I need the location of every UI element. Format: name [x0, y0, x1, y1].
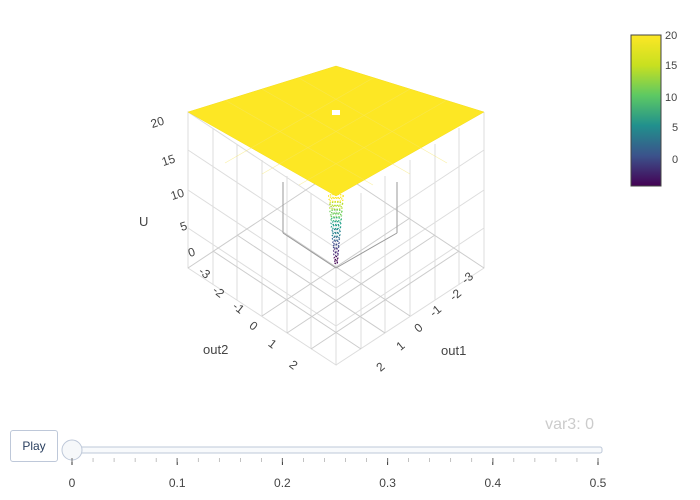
y-axis-label: out2	[203, 342, 228, 357]
slider-handle[interactable]	[61, 439, 83, 461]
play-button[interactable]: Play	[10, 430, 58, 462]
well-contour	[331, 228, 341, 234]
z-axis-ticks: 20 15 10 5 0	[149, 113, 197, 259]
frame-slider[interactable]: var3: 0 0 0.1 0.2 0.3 0.4 0.5	[61, 416, 607, 490]
y-tick: -1	[230, 299, 247, 317]
slider-tick-label: 0	[69, 476, 76, 490]
colorbar-tick: 5	[672, 122, 678, 134]
colorbar-tick: 20	[665, 30, 677, 42]
y-tick: 1	[266, 336, 280, 351]
well-contour	[329, 209, 343, 214]
colorbar-tick: 10	[665, 92, 677, 104]
colorbar-tick: 15	[665, 60, 677, 72]
surface-well	[327, 193, 345, 265]
slider-tick-label: 0.2	[274, 476, 291, 490]
slider-tick-label: 0.3	[379, 476, 396, 490]
surface-plateau	[187, 65, 485, 197]
x-axis-ticks: -3 -2 -1 0 1 2	[373, 269, 476, 375]
z-tick: 10	[169, 185, 186, 203]
x-tick: 1	[393, 338, 407, 353]
well-contour	[329, 213, 343, 218]
surface-hole	[332, 110, 340, 115]
colorbar: 20 15 10 5 0	[630, 30, 678, 187]
colorbar-gradient	[630, 34, 662, 187]
well-contour	[330, 217, 342, 222]
z-axis-label: U	[139, 214, 148, 229]
z-tick: 15	[160, 151, 177, 169]
colorbar-tick: 0	[672, 154, 678, 166]
well-contour	[332, 248, 340, 253]
x-tick: 2	[373, 359, 387, 374]
slider-ticks: 0 0.1 0.2 0.3 0.4 0.5	[69, 458, 607, 490]
axis-lines	[282, 182, 398, 269]
well-contour	[330, 224, 342, 230]
well-contour	[328, 197, 344, 203]
x-axis-label: out1	[441, 343, 466, 358]
well-contour	[330, 220, 342, 226]
well-contour	[328, 205, 344, 210]
well-contour	[332, 240, 340, 245]
z-tick: 0	[186, 244, 197, 259]
z-tick: 5	[178, 218, 189, 233]
slider-current-label: var3: 0	[545, 416, 594, 433]
grid-floor	[187, 169, 485, 350]
z-tick: 20	[149, 113, 166, 131]
slider-tick-label: 0.4	[484, 476, 501, 490]
y-tick: -3	[196, 264, 213, 282]
well-contour	[333, 259, 339, 265]
y-tick: -2	[210, 283, 227, 301]
well-contour	[333, 252, 339, 257]
well-contour	[332, 244, 340, 249]
well-contour	[333, 255, 339, 261]
slider-tick-label: 0.1	[169, 476, 186, 490]
x-tick: -3	[459, 269, 476, 287]
x-tick: -1	[427, 302, 444, 320]
well-contour	[331, 236, 341, 241]
well-contour	[331, 232, 341, 238]
y-tick: 2	[287, 357, 301, 372]
plateau-grid	[224, 77, 448, 186]
slider-rail[interactable]	[63, 446, 603, 454]
x-tick: -2	[447, 286, 464, 304]
x-tick: 0	[411, 320, 425, 335]
well-contour	[328, 201, 344, 206]
slider-tick-label: 0.5	[590, 476, 607, 490]
y-tick: 0	[247, 318, 261, 333]
